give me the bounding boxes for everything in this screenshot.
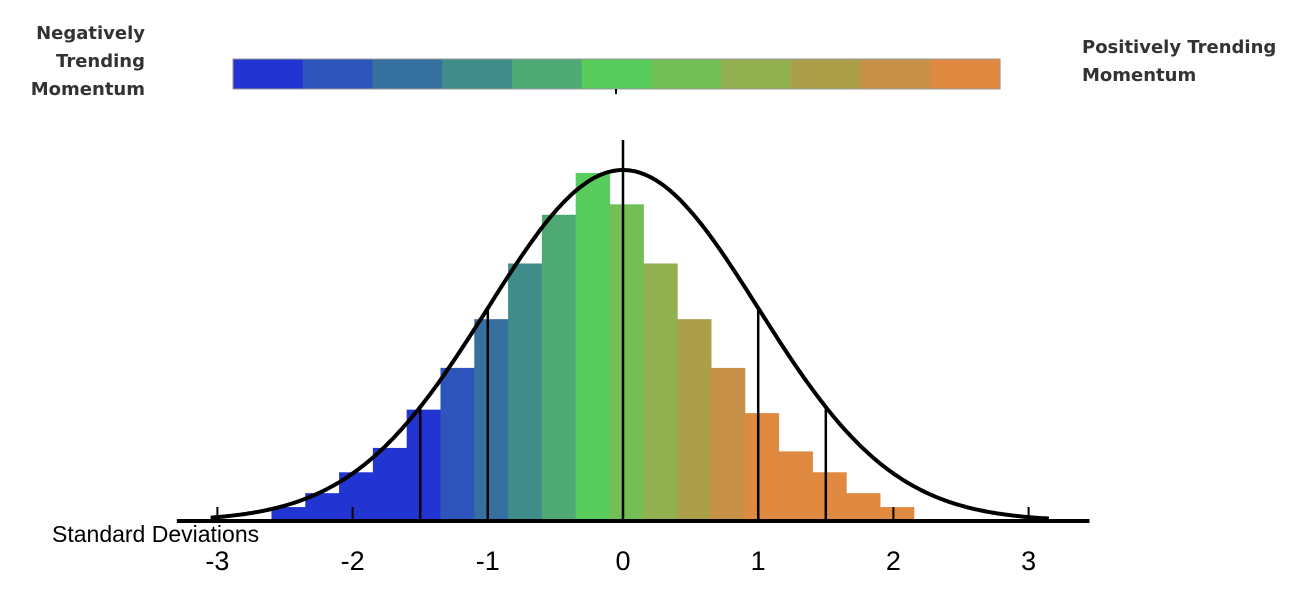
x-tick-label: -3 [205, 546, 229, 576]
legend-swatch [302, 59, 374, 89]
legend-swatch [790, 59, 862, 89]
histogram-bar [710, 367, 746, 521]
histogram-bar [609, 204, 644, 521]
histogram-bar [440, 367, 475, 521]
histogram-bar [508, 263, 543, 521]
normal-curve [210, 168, 1049, 521]
x-tick-label: 3 [1021, 546, 1036, 576]
histogram-bars [271, 173, 915, 521]
legend-swatch [581, 59, 652, 89]
histogram-bar [879, 507, 915, 521]
x-tick-label: -2 [341, 546, 365, 576]
positive-momentum-label: Positively Trending Momentum [1082, 37, 1277, 86]
histogram-bar [474, 319, 509, 521]
legend-swatch [511, 59, 583, 89]
legend-swatch [442, 59, 513, 89]
histogram-bar [575, 173, 611, 521]
x-axis-title: Standard Deviations [52, 521, 260, 547]
legend-swatch [860, 59, 931, 89]
x-axis-ticks: -3 -2 -1 0 1 2 3 [205, 507, 1036, 576]
histogram-bar [846, 493, 881, 521]
histogram-bar [271, 507, 306, 521]
color-scale-legend [232, 58, 1001, 94]
histogram-bar [372, 447, 408, 521]
negative-momentum-label: Negatively Trending Momentum [30, 23, 145, 100]
legend-swatch [651, 59, 722, 89]
legend-swatch [233, 59, 304, 89]
histogram-bar [744, 413, 780, 521]
histogram-bar [643, 263, 678, 521]
histogram-bar [406, 409, 442, 521]
histogram-bar [812, 472, 847, 521]
legend-swatch [930, 59, 1001, 89]
histogram-bar [541, 214, 577, 521]
x-tick-label: 1 [751, 546, 766, 576]
legend-swatch [721, 59, 792, 89]
x-tick-label: 0 [615, 546, 630, 576]
vertical-marker-lines [418, 140, 828, 521]
x-tick-label: 2 [886, 546, 901, 576]
legend-swatch [372, 59, 443, 89]
histogram-bar [677, 319, 712, 521]
x-tick-label: -1 [476, 546, 500, 576]
histogram-bar [778, 451, 813, 521]
